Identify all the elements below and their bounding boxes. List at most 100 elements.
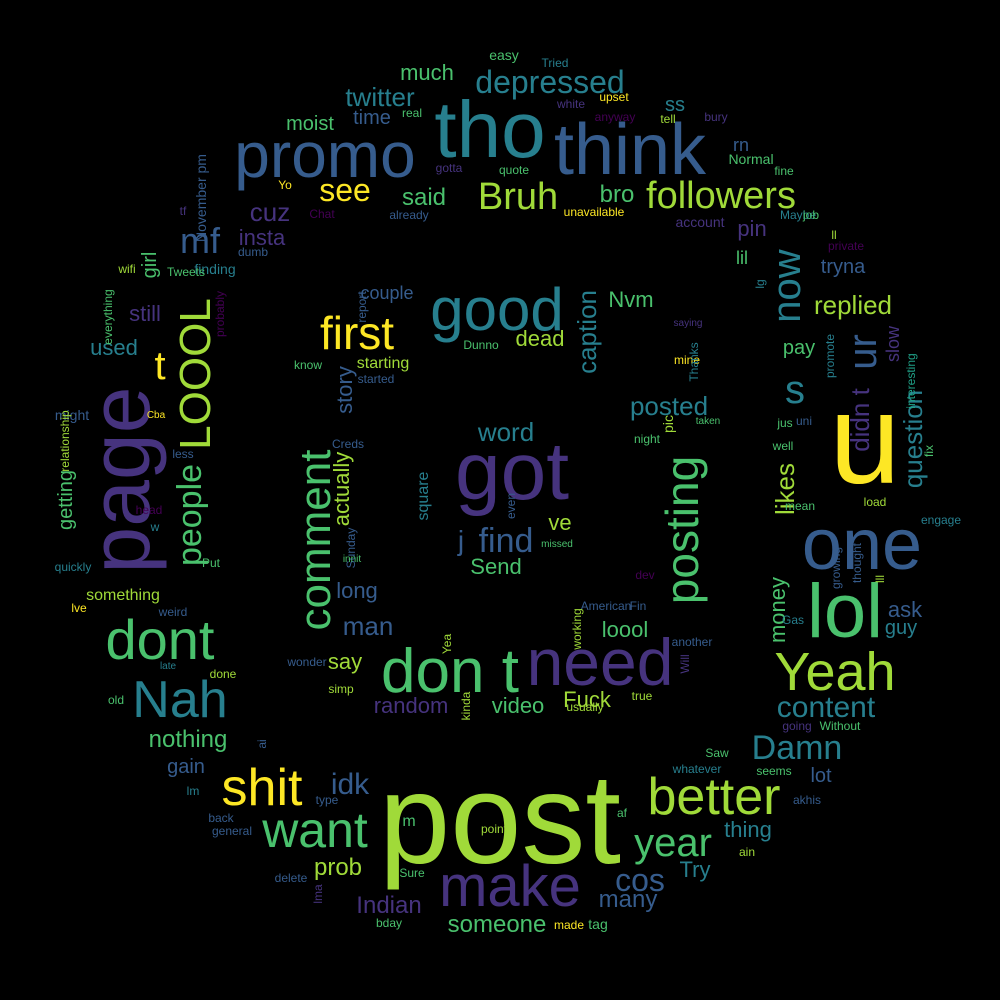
word-posted: posted [629, 391, 709, 421]
word-lol: lol [806, 569, 884, 654]
word-head: head [135, 503, 163, 517]
word-think: think [553, 110, 707, 190]
word-kinda: kinda [459, 691, 473, 721]
word-j: j [457, 525, 465, 556]
word-know: know [293, 358, 323, 372]
word-pin: pin [737, 216, 767, 241]
word-random: random [373, 693, 449, 718]
word-story: story [332, 366, 357, 414]
word-dead: dead [515, 326, 565, 351]
word-well: well [772, 439, 794, 453]
word-nvm: Nvm [608, 287, 654, 312]
word-shit: shit [221, 759, 303, 817]
word-long: long [336, 578, 378, 603]
word-man: man [342, 611, 394, 641]
word-promote: promote [823, 333, 837, 379]
word-damn: Damn [751, 729, 843, 767]
word-bruh: Bruh [477, 176, 559, 218]
word-mine: mine [673, 353, 701, 367]
word-whatever: whatever [672, 762, 722, 776]
word-innit: innit [342, 554, 362, 565]
word-word: word [477, 417, 535, 447]
word-promo: promo [234, 119, 416, 191]
word-actually: actually [329, 451, 354, 527]
word-started: started [357, 372, 395, 386]
word-tryna: tryna [820, 256, 866, 278]
word-don-t: don t [381, 637, 519, 706]
word-getting: getting [55, 469, 77, 531]
word-lve: lve [71, 601, 87, 615]
word-content: content [776, 691, 876, 724]
word-quickly: quickly [54, 560, 92, 574]
word-fuck: Fuck [563, 687, 611, 712]
word-easy: easy [489, 47, 519, 63]
word-engage: engage [920, 513, 962, 527]
word-try: Try [679, 857, 711, 882]
word-tag: tag [588, 916, 608, 932]
word-send: Send [470, 554, 522, 579]
word-pay: pay [782, 337, 816, 359]
word-november-pm: November pm [193, 154, 209, 242]
word-finding: finding [194, 261, 236, 277]
word-seems: seems [756, 764, 792, 778]
word-yo: Yo [278, 178, 292, 192]
word-simp: simp [328, 682, 354, 696]
word-mf: mf [180, 220, 220, 261]
word-normal: Normal [728, 151, 774, 167]
word-might: might [54, 407, 90, 423]
word-true: true [631, 689, 653, 703]
word-late: late [159, 661, 177, 672]
word-ask: ask [887, 597, 923, 622]
word-m: m [402, 813, 416, 830]
word-got: got [455, 426, 569, 517]
word-will: Will [678, 654, 692, 674]
word-caption: caption [572, 290, 602, 374]
word-missed: missed [541, 539, 573, 550]
word-old: old [107, 693, 125, 707]
word-less: less [172, 447, 194, 461]
word-bro: bro [599, 181, 635, 208]
word-thought: thought [850, 542, 864, 584]
word-ss: ss [665, 94, 685, 116]
word-pic: pic [660, 415, 676, 433]
word-taken: taken [695, 416, 721, 427]
word-insta: insta [238, 225, 286, 250]
word-lm: lm [186, 784, 200, 798]
word-chat: Chat [309, 207, 335, 221]
word-delete: delete [274, 871, 308, 885]
word-now: now [765, 249, 809, 323]
word-lg: lg [753, 279, 767, 289]
word-working: working [570, 608, 584, 650]
word-followers: followers [646, 175, 796, 217]
word-mean: mean [784, 499, 816, 513]
word-lma: lma [311, 884, 325, 904]
word-interesting: interesting [904, 353, 918, 409]
word-loool: loool [601, 617, 649, 642]
word-couple: couple [360, 283, 414, 303]
word-one: one [801, 505, 923, 585]
word-rn: rn [732, 135, 750, 155]
word-american: American [580, 599, 632, 613]
word-cuz: cuz [249, 197, 291, 227]
word-load: load [863, 495, 887, 509]
word-fine: fine [774, 164, 794, 178]
word-point: point [480, 822, 508, 836]
word-quote: quote [498, 163, 530, 177]
word-bday: bday [375, 916, 403, 930]
word-jus: jus [777, 416, 793, 430]
word-nothing: nothing [148, 726, 228, 753]
word-ai: ai [255, 739, 269, 749]
word-good: good [430, 276, 564, 343]
word-better: better [647, 768, 781, 826]
word-see: see [319, 172, 371, 208]
word-nah: Nah [132, 671, 228, 729]
word-back: back [208, 811, 234, 825]
word-lot: lot [810, 765, 832, 787]
word-tell: tell [660, 112, 676, 126]
word-gotta: gotta [435, 161, 463, 175]
word-dev: dev [635, 568, 655, 582]
word-private: private [827, 239, 865, 253]
word-w: w [150, 520, 160, 534]
word-used: used [90, 335, 138, 360]
word-gas: Gas [781, 613, 805, 627]
